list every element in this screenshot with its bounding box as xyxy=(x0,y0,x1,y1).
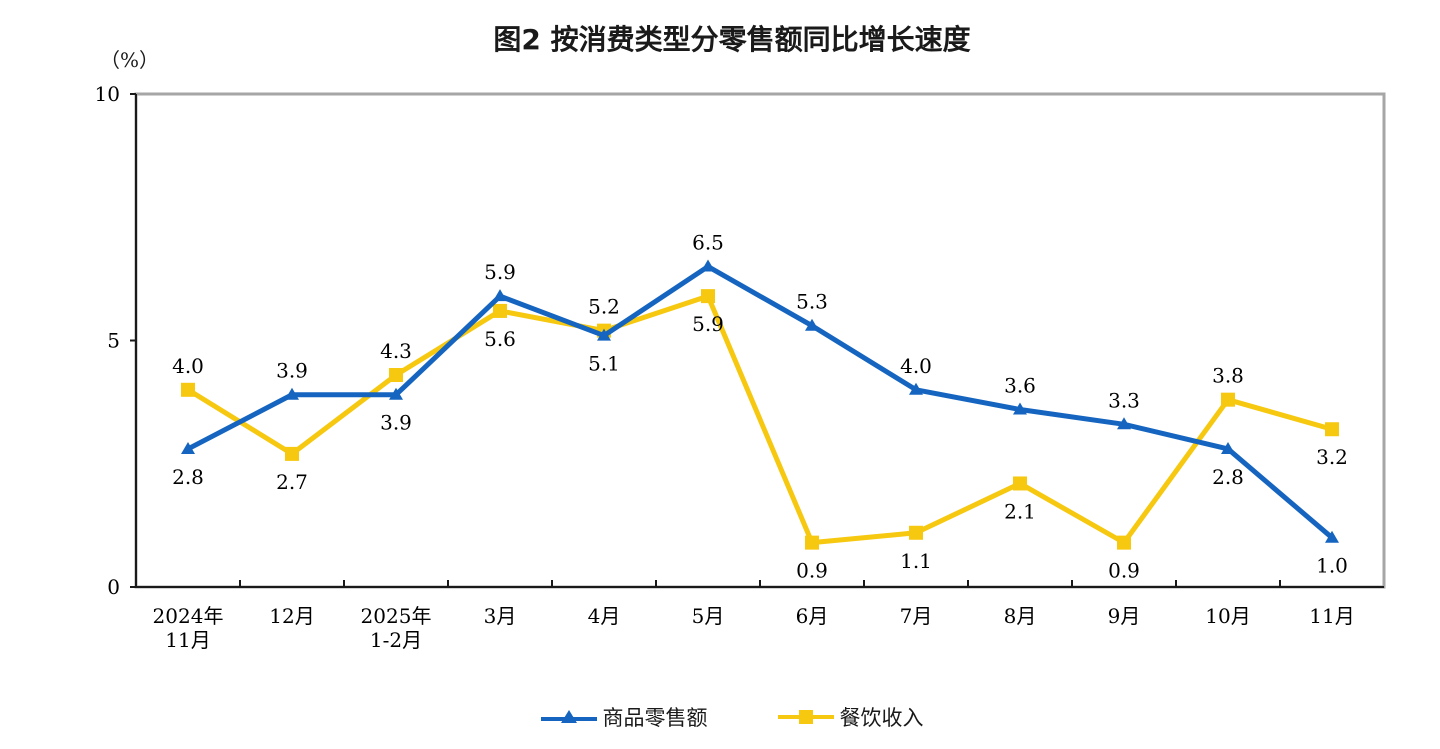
data-point-catering xyxy=(1221,392,1235,407)
x-tick-label-line: 10月 xyxy=(1205,604,1250,628)
legend: 商品零售额 餐饮收入 xyxy=(0,702,1440,732)
x-tick-label-line: 2024年 xyxy=(153,604,224,628)
data-point-catering xyxy=(389,368,403,383)
data-point-retail xyxy=(805,318,819,331)
y-axis-ticks: 0 5 10 xyxy=(95,82,136,599)
data-label-catering: 3.8 xyxy=(1212,364,1244,388)
legend-label-retail: 商品零售额 xyxy=(602,706,708,730)
chart-title: 图2 按消费类型分零售额同比增长速度 xyxy=(493,23,971,56)
data-point-retail xyxy=(1013,402,1027,415)
data-label-retail: 3.3 xyxy=(1108,388,1140,412)
x-tick-label-line: 11月 xyxy=(165,628,210,652)
data-label-catering: 3.2 xyxy=(1316,445,1348,469)
data-label-catering: 5.2 xyxy=(588,295,620,319)
x-tick-label-line: 9月 xyxy=(1108,604,1141,628)
x-tick-label: 3月 xyxy=(484,604,517,628)
data-point-retail xyxy=(597,328,611,341)
data-label-catering: 2.1 xyxy=(1004,499,1036,523)
square-marker-icon xyxy=(777,710,834,724)
x-tick-label-line: 6月 xyxy=(796,604,829,628)
data-point-catering xyxy=(1325,422,1339,437)
plot-area-frame xyxy=(134,92,1386,589)
data-label-catering: 5.9 xyxy=(692,312,724,336)
x-tick-label-line: 5月 xyxy=(692,604,725,628)
data-point-retail xyxy=(181,441,195,454)
data-label-catering: 0.9 xyxy=(1108,559,1140,583)
data-label-catering: 0.9 xyxy=(796,559,828,583)
x-tick-label: 6月 xyxy=(796,604,829,628)
x-tick-label-line: 11月 xyxy=(1309,604,1354,628)
x-tick-label: 12月 xyxy=(269,604,314,628)
data-point-retail xyxy=(701,259,715,272)
y-axis-unit-label: （%） xyxy=(100,48,160,72)
legend-item-catering: 餐饮收入 xyxy=(777,702,924,732)
x-tick-label-line: 1-2月 xyxy=(370,628,422,652)
legend-item-retail: 商品零售额 xyxy=(540,702,708,732)
data-label-catering: 5.6 xyxy=(484,327,516,351)
data-label-retail: 5.3 xyxy=(796,290,828,314)
data-label-retail: 5.1 xyxy=(588,352,620,376)
data-label-retail: 2.8 xyxy=(1212,465,1244,489)
data-point-catering xyxy=(493,303,507,318)
data-point-retail xyxy=(1117,417,1131,430)
y-tick-label: 10 xyxy=(95,82,120,106)
triangle-marker-icon xyxy=(540,710,597,723)
x-tick-label-line: 2025年 xyxy=(361,604,432,628)
data-point-catering xyxy=(909,525,923,540)
x-tick-label-line: 12月 xyxy=(269,604,314,628)
data-label-retail: 5.9 xyxy=(484,260,516,284)
x-tick-label: 10月 xyxy=(1205,604,1250,628)
x-tick-label-line: 3月 xyxy=(484,604,517,628)
data-label-catering: 4.3 xyxy=(380,339,412,363)
x-tick-label-line: 7月 xyxy=(900,604,933,628)
data-label-retail: 2.8 xyxy=(172,465,204,489)
data-point-catering xyxy=(701,289,715,304)
x-tick-label: 11月 xyxy=(1309,604,1354,628)
data-point-retail xyxy=(493,289,507,302)
data-point-retail xyxy=(285,387,299,400)
x-tick-label-line: 8月 xyxy=(1004,604,1037,628)
data-point-catering xyxy=(1117,535,1131,550)
data-label-retail: 4.0 xyxy=(900,354,932,378)
legend-label-catering: 餐饮收入 xyxy=(839,706,924,730)
x-tick-label: 9月 xyxy=(1108,604,1141,628)
data-point-retail xyxy=(1325,530,1339,543)
data-label-catering: 1.1 xyxy=(900,549,932,573)
y-tick-label: 0 xyxy=(107,575,120,599)
data-label-retail: 6.5 xyxy=(692,231,724,255)
data-label-catering: 4.0 xyxy=(172,354,204,378)
data-point-retail xyxy=(909,382,923,395)
series-line-catering xyxy=(186,293,1333,546)
series-line-retail xyxy=(186,264,1334,540)
data-point-catering xyxy=(805,535,819,550)
x-tick-label: 4月 xyxy=(588,604,621,628)
data-point-catering xyxy=(181,382,195,397)
data-label-layer: 2.8 3.9 3.9 5.9 5.1 6.5 5.3 4.0 3.6 3.3 2.8 1.0 4.0 2… xyxy=(172,231,1348,583)
data-point-catering xyxy=(1013,476,1027,491)
data-label-catering: 2.7 xyxy=(276,470,308,494)
data-label-retail: 3.9 xyxy=(380,411,412,435)
data-label-retail: 3.9 xyxy=(276,359,308,383)
series-layer xyxy=(181,259,1339,550)
data-point-catering xyxy=(285,446,299,461)
data-point-retail xyxy=(1221,441,1235,454)
data-point-retail xyxy=(389,387,403,400)
x-tick-label: 5月 xyxy=(692,604,725,628)
x-tick-label: 2024年 11月 xyxy=(153,604,224,652)
data-label-retail: 1.0 xyxy=(1316,554,1348,578)
x-tick-label-line: 4月 xyxy=(588,604,621,628)
x-tick-label: 8月 xyxy=(1004,604,1037,628)
x-tick-label: 7月 xyxy=(900,604,933,628)
y-tick-label: 5 xyxy=(107,329,120,353)
data-label-retail: 3.6 xyxy=(1004,374,1036,398)
x-tick-label: 2025年 1-2月 xyxy=(361,604,432,652)
